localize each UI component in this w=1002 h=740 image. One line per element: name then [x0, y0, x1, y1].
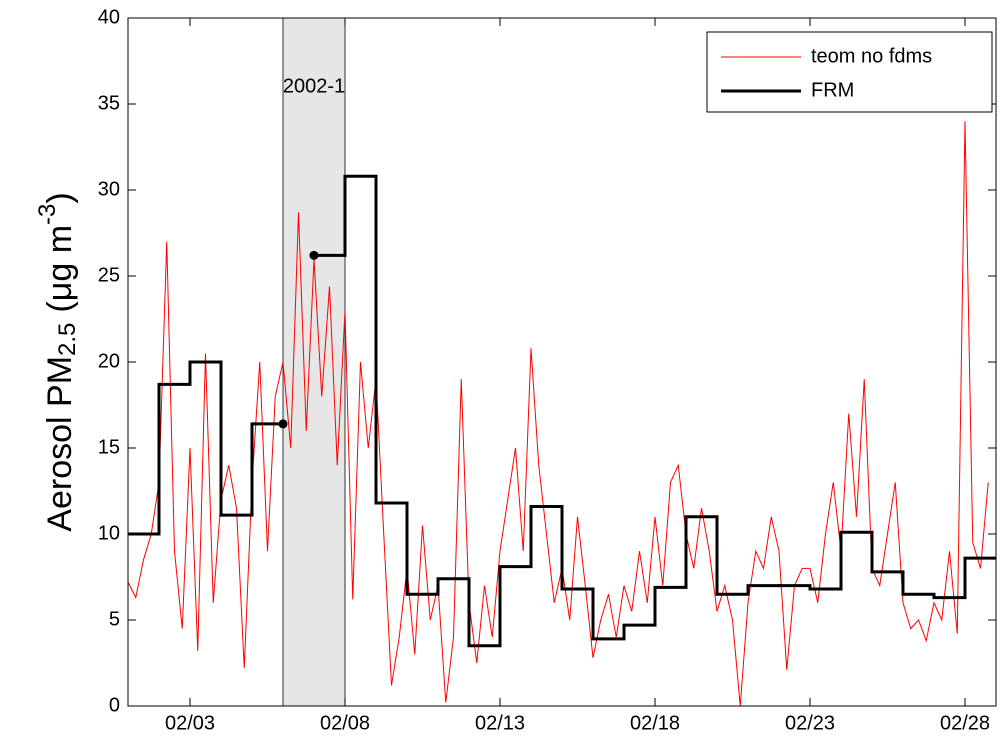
y-tick-label: 5	[109, 608, 120, 630]
y-label-sub: 2.5	[54, 323, 81, 356]
frm-marker	[309, 250, 319, 260]
y-label-unit: (μg m	[41, 225, 79, 313]
teom-line	[128, 121, 989, 706]
x-tick-label: 02/23	[785, 712, 835, 734]
x-tick-label: 02/28	[940, 712, 990, 734]
y-label-sup: -3	[34, 204, 61, 225]
plot-frame	[127, 17, 997, 707]
shaded-label: 2002-1	[283, 75, 345, 97]
x-tick-label: 02/03	[165, 712, 215, 734]
legend-label: teom no fdms	[811, 45, 932, 67]
y-tick-label: 20	[98, 350, 120, 372]
frm-marker	[278, 419, 288, 429]
y-tick-label: 25	[98, 264, 120, 286]
shaded-period	[282, 17, 346, 707]
y-tick-label: 10	[98, 522, 120, 544]
y-tick-label: 35	[98, 92, 120, 114]
x-tick-label: 02/18	[630, 712, 680, 734]
y-axis-label: Aerosol PM2.5 (μg m-3)	[34, 192, 81, 531]
y-label-close: )	[41, 192, 79, 203]
y-tick-label: 15	[98, 436, 120, 458]
legend-box	[706, 31, 993, 113]
legend-label: FRM	[811, 79, 854, 101]
y-tick-label: 40	[98, 6, 120, 28]
x-tick-label: 02/08	[320, 712, 370, 734]
x-tick-label: 02/13	[475, 712, 525, 734]
y-tick-label: 30	[98, 178, 120, 200]
y-tick-label: 0	[109, 694, 120, 716]
y-label-main: Aerosol PM	[41, 356, 79, 532]
